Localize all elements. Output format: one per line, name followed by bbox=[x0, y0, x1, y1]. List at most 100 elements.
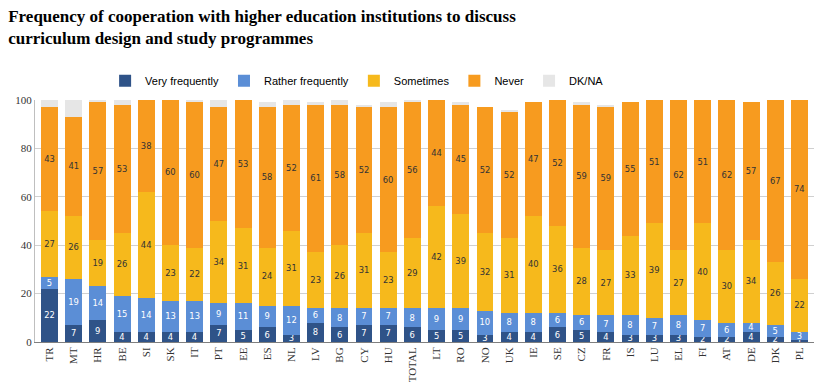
svg-text:4: 4 bbox=[143, 332, 148, 342]
svg-text:PT: PT bbox=[212, 347, 224, 360]
svg-text:RO: RO bbox=[454, 347, 466, 362]
svg-text:52: 52 bbox=[504, 170, 515, 180]
svg-text:IS: IS bbox=[624, 347, 636, 357]
svg-text:3: 3 bbox=[482, 333, 487, 343]
svg-text:39: 39 bbox=[649, 265, 660, 275]
svg-text:5: 5 bbox=[458, 331, 463, 341]
svg-text:13: 13 bbox=[165, 311, 176, 321]
svg-text:30: 30 bbox=[721, 281, 732, 291]
svg-text:UK: UK bbox=[503, 347, 515, 363]
svg-text:2: 2 bbox=[724, 334, 729, 344]
svg-text:LU: LU bbox=[648, 347, 660, 362]
svg-text:8: 8 bbox=[676, 320, 681, 330]
svg-text:MT: MT bbox=[67, 347, 79, 364]
svg-text:31: 31 bbox=[286, 263, 297, 273]
svg-text:55: 55 bbox=[625, 164, 636, 174]
svg-text:BE: BE bbox=[116, 347, 128, 361]
svg-text:43: 43 bbox=[44, 154, 55, 164]
svg-text:100: 100 bbox=[15, 94, 32, 106]
svg-text:NO: NO bbox=[479, 347, 491, 363]
svg-text:Rather frequently: Rather frequently bbox=[264, 75, 349, 87]
svg-text:23: 23 bbox=[383, 275, 394, 285]
svg-text:60: 60 bbox=[189, 170, 200, 180]
svg-text:FI: FI bbox=[696, 347, 708, 357]
svg-text:4: 4 bbox=[748, 332, 753, 342]
svg-text:DE: DE bbox=[745, 347, 757, 362]
svg-text:IE: IE bbox=[527, 347, 539, 358]
svg-text:42: 42 bbox=[431, 252, 442, 262]
svg-text:8: 8 bbox=[337, 313, 342, 323]
svg-text:10: 10 bbox=[480, 317, 491, 327]
svg-text:3: 3 bbox=[627, 333, 632, 343]
svg-text:6: 6 bbox=[337, 330, 342, 340]
svg-text:19: 19 bbox=[92, 258, 103, 268]
svg-text:3: 3 bbox=[676, 333, 681, 343]
svg-text:EL: EL bbox=[672, 347, 684, 361]
svg-text:19: 19 bbox=[68, 297, 79, 307]
svg-text:PL: PL bbox=[793, 347, 805, 360]
svg-text:60: 60 bbox=[21, 191, 33, 203]
svg-text:29: 29 bbox=[407, 268, 418, 278]
svg-text:28: 28 bbox=[576, 276, 587, 286]
svg-text:36: 36 bbox=[552, 264, 563, 274]
svg-text:4: 4 bbox=[603, 332, 608, 342]
svg-text:80: 80 bbox=[21, 142, 33, 154]
svg-text:ES: ES bbox=[261, 347, 273, 360]
svg-text:6: 6 bbox=[410, 330, 415, 340]
svg-text:3: 3 bbox=[652, 333, 657, 343]
svg-text:9: 9 bbox=[264, 311, 269, 321]
svg-text:HU: HU bbox=[382, 347, 394, 363]
svg-text:52: 52 bbox=[480, 165, 491, 175]
svg-text:14: 14 bbox=[141, 310, 152, 320]
svg-text:52: 52 bbox=[359, 165, 370, 175]
svg-text:26: 26 bbox=[68, 242, 79, 252]
svg-text:NL: NL bbox=[285, 347, 297, 362]
svg-text:39: 39 bbox=[455, 256, 466, 266]
svg-text:26: 26 bbox=[117, 259, 128, 269]
svg-text:12: 12 bbox=[286, 315, 297, 325]
svg-text:59: 59 bbox=[576, 171, 587, 181]
svg-text:7: 7 bbox=[652, 321, 657, 331]
svg-text:27: 27 bbox=[601, 278, 612, 288]
svg-text:23: 23 bbox=[310, 275, 321, 285]
svg-text:51: 51 bbox=[649, 157, 660, 167]
svg-text:5: 5 bbox=[579, 331, 584, 341]
svg-text:5: 5 bbox=[434, 331, 439, 341]
svg-text:57: 57 bbox=[746, 166, 757, 176]
svg-text:5: 5 bbox=[773, 326, 778, 336]
svg-text:32: 32 bbox=[480, 267, 491, 277]
svg-text:53: 53 bbox=[117, 164, 128, 174]
svg-text:9: 9 bbox=[95, 326, 100, 336]
svg-text:7: 7 bbox=[361, 328, 366, 338]
svg-text:34: 34 bbox=[213, 257, 224, 267]
svg-text:TOTAL: TOTAL bbox=[406, 347, 418, 382]
svg-text:41: 41 bbox=[68, 161, 79, 171]
svg-text:HR: HR bbox=[91, 347, 103, 363]
svg-text:44: 44 bbox=[141, 240, 152, 250]
svg-text:SK: SK bbox=[164, 347, 176, 361]
svg-text:14: 14 bbox=[92, 298, 103, 308]
svg-text:4: 4 bbox=[748, 322, 753, 332]
svg-text:53: 53 bbox=[238, 159, 249, 169]
svg-text:52: 52 bbox=[286, 163, 297, 173]
svg-text:6: 6 bbox=[724, 325, 729, 335]
svg-text:9: 9 bbox=[434, 314, 439, 324]
svg-text:58: 58 bbox=[334, 170, 345, 180]
svg-text:33: 33 bbox=[625, 270, 636, 280]
svg-text:11: 11 bbox=[238, 311, 249, 321]
svg-text:22: 22 bbox=[794, 300, 805, 310]
svg-text:67: 67 bbox=[770, 176, 781, 186]
svg-text:Frequency of cooperation with: Frequency of cooperation with higher edu… bbox=[8, 7, 516, 48]
svg-text:27: 27 bbox=[44, 239, 55, 249]
svg-text:1: 1 bbox=[797, 336, 802, 346]
svg-text:34: 34 bbox=[746, 276, 757, 286]
svg-text:CY: CY bbox=[358, 347, 370, 362]
svg-text:AT: AT bbox=[720, 347, 732, 361]
svg-text:40: 40 bbox=[697, 267, 708, 277]
svg-text:61: 61 bbox=[310, 173, 321, 183]
svg-text:22: 22 bbox=[44, 310, 55, 320]
svg-text:58: 58 bbox=[262, 172, 273, 182]
svg-text:DK: DK bbox=[769, 347, 781, 363]
svg-text:CZ: CZ bbox=[575, 347, 587, 361]
svg-text:47: 47 bbox=[214, 159, 225, 169]
